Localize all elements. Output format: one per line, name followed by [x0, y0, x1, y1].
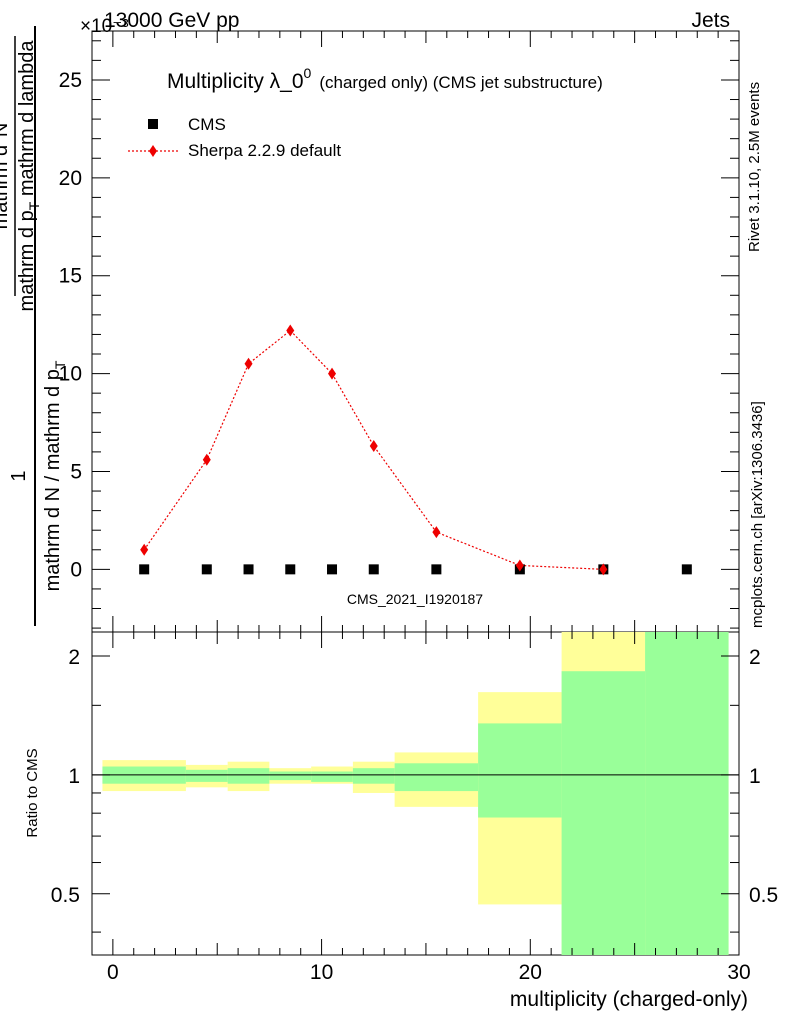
x-axis-label: multiplicity (charged-only) — [510, 988, 748, 1011]
chart-title-sup: 0 — [304, 65, 312, 81]
ratio-xtick-label: 0 — [107, 961, 119, 984]
sherpa-point — [515, 559, 524, 572]
ratio-bands — [102, 632, 729, 955]
main-ytick-label: 25 — [59, 69, 82, 92]
ratio-band-green-9 — [645, 632, 729, 955]
ylabel-num-bottom: mathrm d pT mathrm d lambda — [16, 40, 42, 312]
sherpa-point — [369, 440, 378, 453]
ratio-band-green-3 — [269, 771, 312, 781]
chart-title-sub: (charged only) (CMS jet substructure) — [319, 73, 602, 92]
ratio-ytick-label-right: 2 — [749, 646, 761, 669]
ratio-band-green-4 — [311, 771, 353, 782]
ratio-band-green-8 — [561, 671, 646, 955]
ylabel-den: mathrm d N / mathrm d pT — [42, 360, 68, 591]
cms-point — [368, 564, 379, 575]
header-right: Jets — [691, 9, 730, 32]
rivet-label: Rivet 3.1.10, 2.5M events — [746, 82, 763, 252]
cms-point — [681, 564, 692, 575]
ylabel-one: 1 — [8, 470, 30, 481]
sherpa-point — [599, 563, 608, 576]
ratio-xtick-label: 30 — [727, 961, 750, 984]
ratio-ytick-label-right: 0.5 — [749, 884, 778, 907]
main-ytick-label: 15 — [59, 265, 82, 288]
mcplots-label: mcplots.cern.ch [arXiv:1306.3436] — [749, 401, 766, 628]
chart-title: Multiplicity λ_00 (charged only) (CMS jet… — [167, 65, 603, 93]
ylabel-num-bottom-b: mathrm d lambda — [16, 40, 38, 202]
ylabel-num-bottom-sub: T — [26, 201, 42, 210]
cms-point — [139, 564, 150, 575]
ylabel-num-top-b: N — [0, 123, 12, 137]
ratio-band-green-2 — [227, 768, 270, 784]
ratio-band-green-7 — [478, 723, 562, 818]
cms-point — [243, 564, 254, 575]
sherpa-point — [202, 453, 211, 466]
ylabel-num-top-a: mathrm d — [0, 145, 12, 229]
ratio-ytick-label-left: 2 — [68, 646, 80, 669]
ylabel-num-bottom-a: mathrm d p — [16, 210, 38, 311]
main-ytick-label: 5 — [70, 460, 82, 483]
main-ytick-label: 0 — [70, 558, 82, 581]
sherpa-point — [432, 526, 441, 539]
ratio-xtick-label: 20 — [519, 961, 542, 984]
ratio-ytick-label-left: 0.5 — [51, 884, 80, 907]
axis-ticks: 0 5 10 15 20 25 0 10 20 30 0.5 0.5 1 1 2 2 — [51, 31, 778, 984]
main-ytick-label: 10 — [59, 363, 82, 386]
main-ylabel: 1 mathrm d N / mathrm d pT mathrm d2N ma… — [0, 26, 68, 626]
ratio-xtick-label: 10 — [310, 961, 333, 984]
legend-cms-label: CMS — [188, 115, 226, 134]
legend-sherpa-marker — [149, 145, 157, 157]
sherpa-point — [140, 543, 149, 556]
exponent-label: ×10⁻³ — [80, 16, 129, 37]
ratio-ytick-label-left: 1 — [68, 765, 80, 788]
cms-point — [431, 564, 442, 575]
chart-title-main: Multiplicity λ_0 — [167, 70, 304, 93]
ylabel-den-sub: T — [52, 360, 68, 369]
main-ytick-label: 20 — [59, 167, 82, 190]
ratio-band-green-5 — [352, 768, 395, 784]
legend-sherpa-label: Sherpa 2.2.9 default — [188, 141, 341, 160]
sherpa-point — [286, 324, 295, 337]
cms-point — [285, 564, 296, 575]
ylabel-num-top: mathrm d2N — [0, 123, 12, 230]
ylabel-den-main: mathrm d N / mathrm d p — [42, 369, 64, 591]
analysis-watermark: CMS_2021_I1920187 — [347, 591, 483, 607]
ratio-ytick-label-right: 1 — [749, 765, 761, 788]
ratio-frame — [91, 631, 740, 956]
data-series — [139, 324, 692, 576]
cms-point — [201, 564, 212, 575]
cms-point — [327, 564, 338, 575]
legend-cms-marker — [148, 119, 158, 129]
ratio-ylabel: Ratio to CMS — [24, 748, 41, 837]
header-left: 13000 GeV pp — [104, 9, 239, 32]
sherpa-point — [328, 367, 337, 380]
sherpa-point — [244, 357, 253, 370]
ylabel-num-top-sup: 2 — [0, 137, 2, 145]
ratio-band-green-6 — [394, 763, 479, 792]
ratio-band-green-1 — [185, 769, 228, 782]
sherpa-line — [143, 329, 604, 570]
